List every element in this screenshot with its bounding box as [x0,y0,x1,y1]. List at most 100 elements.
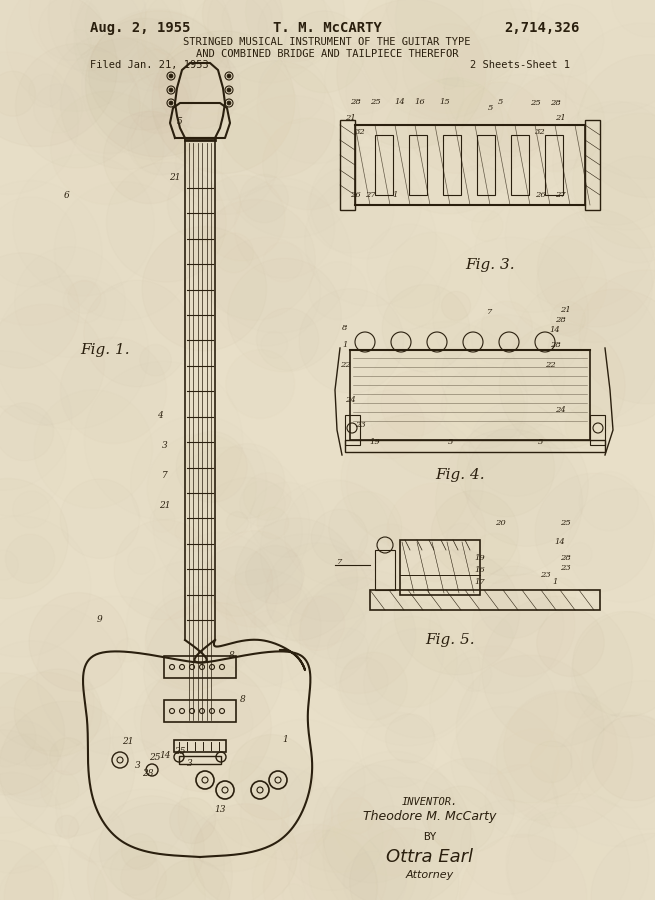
Circle shape [141,662,271,792]
Text: 3: 3 [162,440,168,449]
Text: 21: 21 [169,174,181,183]
Text: 8: 8 [240,696,246,705]
Circle shape [0,641,94,766]
Bar [400,540,480,595]
Text: 5: 5 [447,438,453,446]
Text: 7: 7 [337,558,343,566]
Text: Fig. 5.: Fig. 5. [425,633,475,647]
Bar [350,350,590,440]
Circle shape [103,112,196,203]
Text: 28: 28 [142,769,154,778]
Bar [174,740,226,752]
Circle shape [305,175,436,306]
Circle shape [229,734,314,820]
Text: Attorney: Attorney [406,870,454,880]
Text: Fig. 3.: Fig. 3. [465,258,515,272]
Text: 23: 23 [354,421,365,429]
Bar [443,135,461,195]
Bar [590,415,605,445]
Text: 25: 25 [530,99,540,107]
Text: 22: 22 [544,361,555,369]
Text: 24: 24 [345,396,356,404]
Circle shape [299,577,416,693]
Text: 8: 8 [229,652,235,661]
Text: 1: 1 [282,735,288,744]
Bar [375,550,395,590]
Bar [375,135,393,195]
Text: 25: 25 [369,98,381,106]
Text: 1: 1 [552,578,557,586]
Bar [409,135,427,195]
Text: 26: 26 [350,191,360,199]
Circle shape [0,52,79,194]
Text: 16: 16 [475,566,485,574]
Circle shape [396,0,532,86]
Circle shape [531,741,572,783]
Circle shape [339,652,407,720]
Text: 2 Sheets-Sheet 1: 2 Sheets-Sheet 1 [470,60,570,70]
Text: 22: 22 [340,361,350,369]
Circle shape [481,302,533,352]
Circle shape [0,0,117,147]
Text: 16: 16 [415,98,425,106]
Bar [345,415,360,445]
Text: 28: 28 [550,341,561,349]
Text: 21: 21 [122,736,134,745]
Circle shape [152,31,295,174]
Bar [164,656,236,678]
Text: 21: 21 [159,500,171,509]
Text: 15: 15 [440,98,451,106]
Text: Ottra Earl: Ottra Earl [386,848,474,866]
Text: 5: 5 [537,438,543,446]
Circle shape [50,738,87,775]
Text: 28: 28 [555,316,565,324]
Text: BY: BY [423,832,437,842]
Text: 26: 26 [534,191,546,199]
Circle shape [169,88,173,92]
Bar [477,135,495,195]
Text: 21: 21 [559,306,571,314]
Circle shape [331,752,456,876]
Text: 3: 3 [187,760,193,769]
Text: Filed Jan. 21, 1953: Filed Jan. 21, 1953 [90,60,209,70]
Circle shape [169,74,173,78]
Circle shape [0,181,102,325]
Bar [179,756,221,764]
Text: 28: 28 [350,98,360,106]
Text: 25: 25 [559,519,571,527]
Text: 20: 20 [495,519,506,527]
Text: 5: 5 [487,104,493,112]
Text: 27: 27 [555,191,565,199]
Text: 28: 28 [550,99,561,107]
Circle shape [227,88,231,92]
Circle shape [300,593,365,659]
Text: 32: 32 [354,128,365,136]
Bar [370,590,600,610]
Text: INVENTOR.: INVENTOR. [402,797,458,807]
Circle shape [456,655,604,803]
Circle shape [337,0,486,148]
Circle shape [85,11,231,157]
Text: 28: 28 [559,554,571,562]
Bar [545,135,563,195]
Text: 19: 19 [369,438,381,446]
Text: AND COMBINED BRIDGE AND TAILPIECE THEREFOR: AND COMBINED BRIDGE AND TAILPIECE THEREF… [196,49,458,59]
Text: Fig. 4.: Fig. 4. [435,468,485,482]
Text: 2,714,326: 2,714,326 [504,21,580,35]
Text: 32: 32 [534,128,546,136]
Text: STRINGED MUSICAL INSTRUMENT OF THE GUITAR TYPE: STRINGED MUSICAL INSTRUMENT OF THE GUITA… [183,37,471,47]
Text: 1: 1 [392,191,398,199]
Text: 5: 5 [497,98,502,106]
Text: 23: 23 [559,564,571,572]
Circle shape [257,508,289,539]
Circle shape [456,82,544,170]
Circle shape [199,175,285,261]
Text: 9: 9 [97,616,103,625]
Circle shape [170,797,215,843]
Circle shape [341,415,472,545]
Circle shape [94,842,205,900]
Text: 14: 14 [550,326,561,334]
Text: 23: 23 [540,571,550,579]
Text: 13: 13 [214,806,226,814]
Text: 1: 1 [343,341,348,349]
